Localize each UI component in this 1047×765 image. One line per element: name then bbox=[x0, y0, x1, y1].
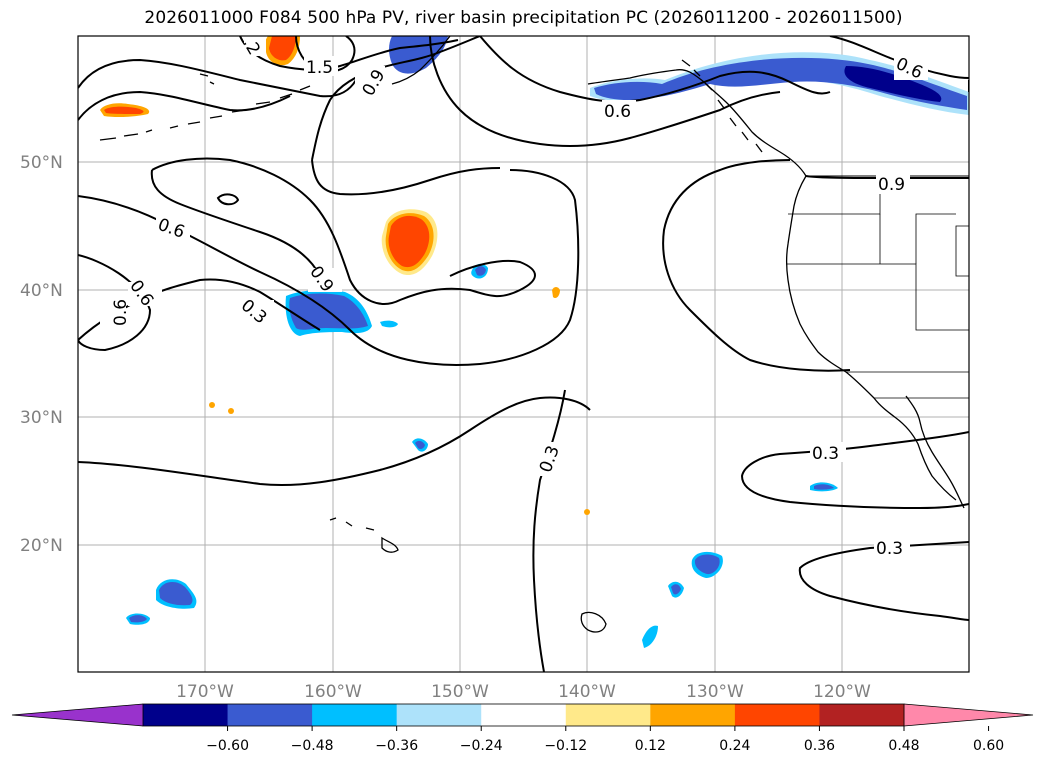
colorbar-tick-label: −0.48 bbox=[291, 738, 334, 754]
contour-label-13: 0.3 bbox=[812, 444, 839, 464]
colorbar-tick-label: 0.36 bbox=[804, 738, 835, 754]
lon-label-130w: 130°W bbox=[686, 682, 744, 702]
lat-label-20n: 20°N bbox=[20, 536, 63, 556]
colorbar-segment bbox=[227, 704, 313, 726]
colorbar-tick-label: −0.12 bbox=[544, 738, 587, 754]
lat-label-40n: 40°N bbox=[20, 281, 63, 301]
map-frame bbox=[77, 35, 970, 673]
colorbar-tick-label: 0.48 bbox=[888, 738, 919, 754]
colorbar-segment bbox=[143, 704, 229, 726]
colorbar-tick-label: 0.60 bbox=[973, 738, 1004, 754]
lon-label-140w: 140°W bbox=[558, 682, 616, 702]
lon-label-160w: 160°W bbox=[304, 682, 362, 702]
colorbar-segment bbox=[734, 704, 820, 726]
colorbar-tick-label: 0.24 bbox=[719, 738, 750, 754]
colorbar-segment bbox=[819, 704, 905, 726]
contour-label-11: 0.9 bbox=[878, 175, 905, 195]
lon-label-150w: 150°W bbox=[431, 682, 489, 702]
lon-axis: 170°W 160°W 150°W 140°W 130°W 120°W bbox=[176, 682, 871, 702]
colorbar-tick-label: 0.12 bbox=[635, 738, 666, 754]
lat-axis: 50°N 40°N 30°N 20°N bbox=[20, 153, 63, 556]
colorbar-tick-label: −0.24 bbox=[460, 738, 503, 754]
precip-shading bbox=[100, 36, 969, 648]
colorbar-segment bbox=[650, 704, 736, 726]
lat-label-30n: 30°N bbox=[20, 408, 63, 428]
pv-contours bbox=[78, 36, 969, 672]
colorbar-segment bbox=[565, 704, 651, 726]
contour-label-14: 0.3 bbox=[876, 539, 903, 559]
contour-label-9: 0.6 bbox=[111, 299, 131, 326]
colorbar-tick-label: −0.60 bbox=[206, 738, 249, 754]
contour-labels: 1.5 .2 0.9 0.6 0.6 0.6 0.3 0.6 0.6 0.9 0… bbox=[100, 36, 928, 559]
colorbar-segment bbox=[481, 704, 567, 726]
colorbar-extend-high bbox=[904, 704, 1033, 726]
colorbar-extend-low bbox=[12, 704, 143, 726]
colorbar-segment bbox=[396, 704, 482, 726]
lat-label-50n: 50°N bbox=[20, 153, 63, 173]
lon-label-120w: 120°W bbox=[813, 682, 871, 702]
colorbar-tick-label: −0.36 bbox=[375, 738, 418, 754]
map-title: 2026011000 F084 500 hPa PV, river basin … bbox=[144, 8, 903, 28]
contour-label-1: 1.5 bbox=[306, 58, 333, 78]
lon-label-170w: 170°W bbox=[176, 682, 234, 702]
colorbar-segment bbox=[312, 704, 398, 726]
contour-label-4: 0.6 bbox=[604, 102, 631, 122]
colorbar: −0.60 −0.48 −0.36 −0.24 −0.12 0.12 0.24 0.36 0.4… bbox=[11, 703, 1034, 754]
